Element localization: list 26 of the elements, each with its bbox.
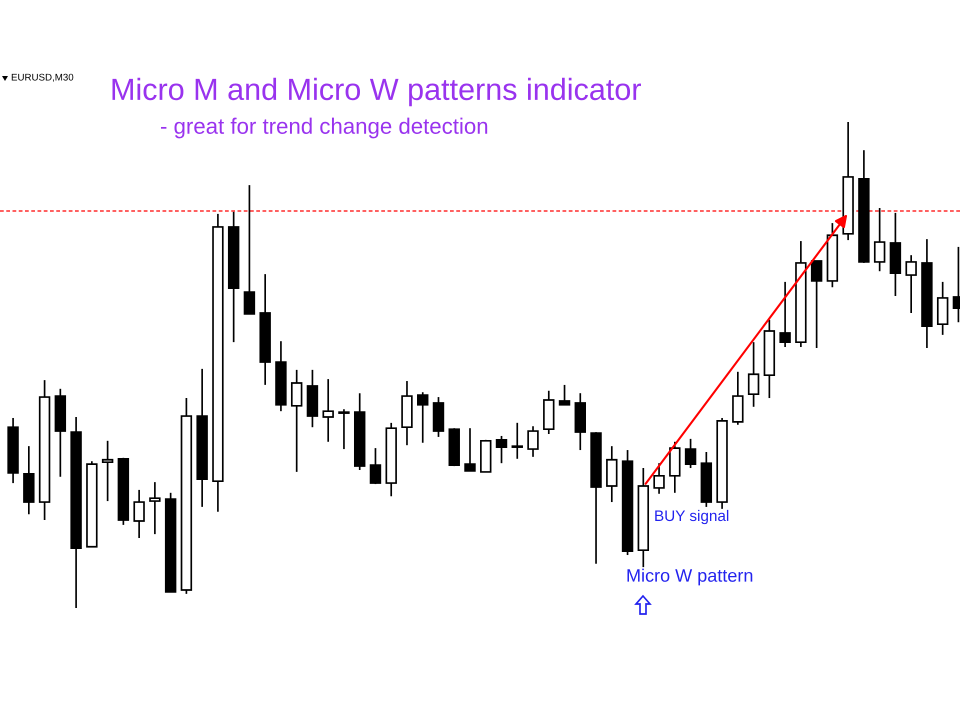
candlestick bbox=[653, 462, 665, 495]
annotation: Micro W pattern bbox=[627, 568, 752, 586]
candlestick bbox=[322, 378, 334, 443]
candlestick bbox=[133, 489, 145, 539]
candlestick bbox=[684, 438, 696, 469]
candlestick bbox=[102, 440, 114, 502]
candlestick bbox=[244, 184, 256, 315]
candlestick bbox=[905, 254, 917, 314]
candlestick bbox=[779, 281, 791, 348]
candlestick bbox=[748, 341, 760, 408]
candlestick bbox=[149, 481, 161, 535]
candlestick bbox=[290, 369, 302, 473]
candlestick bbox=[558, 384, 570, 406]
chart-title: Micro M and Micro W patterns indicator bbox=[112, 78, 641, 106]
candlestick bbox=[417, 391, 428, 444]
candlestick bbox=[874, 207, 886, 272]
candlestick bbox=[464, 427, 476, 472]
chart-subtitle: - great for trend change detection bbox=[160, 118, 488, 138]
annotation: BUY signal bbox=[655, 510, 728, 524]
text: EURUSD,M30 bbox=[12, 74, 74, 82]
candlestick bbox=[512, 422, 523, 460]
candlestick bbox=[527, 425, 539, 458]
candlestick bbox=[496, 435, 508, 464]
candlestick bbox=[810, 260, 822, 349]
candlestick bbox=[370, 447, 382, 485]
candlestick bbox=[338, 408, 350, 450]
